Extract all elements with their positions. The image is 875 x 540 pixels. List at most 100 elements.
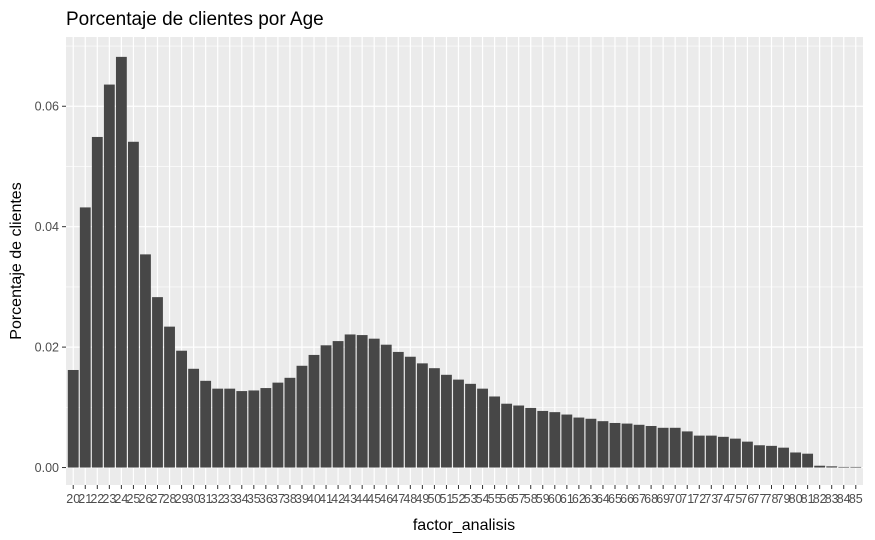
y-tick-label: 0.02 <box>35 341 59 355</box>
bar-55 <box>489 396 501 468</box>
x-tick-label: 54 <box>476 492 490 506</box>
bar-62 <box>573 417 585 468</box>
x-tick-label: 56 <box>500 492 514 506</box>
y-axis-title: Porcentaje de clientes <box>8 182 25 339</box>
bar-77 <box>754 445 765 468</box>
bar-54 <box>477 388 488 468</box>
x-tick-label: 53 <box>464 492 478 506</box>
y-axis: 0.00 0.02 0.04 0.06 <box>35 100 66 475</box>
bar-78 <box>766 445 777 468</box>
x-tick-label: 48 <box>403 492 417 506</box>
x-tick-label: 30 <box>187 492 201 506</box>
bar-84 <box>838 466 850 468</box>
bar-40 <box>308 354 320 468</box>
x-tick-label: 52 <box>452 492 466 506</box>
bar-73 <box>705 435 717 468</box>
x-tick-label: 82 <box>813 492 827 506</box>
bar-71 <box>681 431 693 468</box>
bar-31 <box>200 380 212 468</box>
bar-66 <box>621 423 633 468</box>
bar-50 <box>428 368 440 468</box>
bar-32 <box>212 388 224 468</box>
x-tick-label: 20 <box>66 492 80 506</box>
x-tick-label: 36 <box>259 492 273 506</box>
x-tick-label: 79 <box>777 492 791 506</box>
x-tick-label: 47 <box>391 492 405 506</box>
x-tick-label: 80 <box>789 492 803 506</box>
x-tick-label: 85 <box>849 492 863 506</box>
bar-65 <box>609 422 621 468</box>
x-tick-label: 64 <box>596 492 610 506</box>
bar-53 <box>465 383 476 468</box>
x-tick-label: 72 <box>692 492 706 506</box>
x-tick-label: 71 <box>680 492 694 506</box>
x-tick-label: 75 <box>728 492 742 506</box>
x-tick-label: 28 <box>163 492 177 506</box>
x-tick-label: 49 <box>415 492 429 506</box>
x-tick-label: 77 <box>753 492 767 506</box>
bar-44 <box>356 335 368 468</box>
x-tick-label: 23 <box>102 492 116 506</box>
x-tick-label: 21 <box>78 492 92 506</box>
bar-76 <box>742 441 753 468</box>
bar-36 <box>260 388 272 468</box>
x-tick-label: 58 <box>524 492 538 506</box>
x-tick-label: 38 <box>283 492 297 506</box>
x-tick-label: 51 <box>439 492 453 506</box>
x-tick-label: 32 <box>211 492 225 506</box>
bar-39 <box>296 365 308 468</box>
x-tick-label: 81 <box>801 492 815 506</box>
x-tick-label: 55 <box>488 492 502 506</box>
x-tick-label: 66 <box>620 492 634 506</box>
x-tick-label: 29 <box>175 492 189 506</box>
x-tick-label: 22 <box>90 492 104 506</box>
bar-45 <box>368 338 380 468</box>
x-tick-label: 57 <box>512 492 526 506</box>
bar-63 <box>585 418 597 468</box>
x-tick-label: 41 <box>319 492 333 506</box>
x-tick-label: 35 <box>247 492 261 506</box>
bar-60 <box>549 412 561 468</box>
bar-51 <box>441 374 452 468</box>
bar-81 <box>802 453 814 468</box>
bar-29 <box>176 350 187 468</box>
x-tick-label: 45 <box>367 492 381 506</box>
bar-37 <box>272 382 284 468</box>
bar-52 <box>453 379 464 468</box>
bar-25 <box>128 141 139 468</box>
x-tick-label: 65 <box>608 492 622 506</box>
x-tick-label: 78 <box>765 492 779 506</box>
x-tick-label: 76 <box>740 492 754 506</box>
x-tick-label: 84 <box>837 492 851 506</box>
bar-21 <box>79 207 91 468</box>
bar-83 <box>826 466 838 468</box>
bar-70 <box>669 427 681 468</box>
x-tick-label: 39 <box>295 492 309 506</box>
x-tick-label: 61 <box>560 492 574 506</box>
bar-82 <box>814 465 826 468</box>
x-tick-label: 34 <box>235 492 249 506</box>
bar-24 <box>115 56 127 468</box>
bar-72 <box>693 435 705 468</box>
x-tick-label: 74 <box>716 492 730 506</box>
bar-22 <box>91 136 103 468</box>
x-axis-title: factor_analisis <box>413 517 515 534</box>
bar-41 <box>320 345 332 468</box>
bar-43 <box>344 334 356 468</box>
y-tick-label: 0.04 <box>35 220 59 234</box>
bar-74 <box>717 436 729 468</box>
bar-79 <box>778 447 789 468</box>
bar-48 <box>404 356 416 468</box>
x-tick-label: 59 <box>536 492 550 506</box>
x-tick-label: 37 <box>271 492 285 506</box>
bar-27 <box>152 297 163 468</box>
x-tick-label: 27 <box>151 492 165 506</box>
bar-56 <box>501 403 513 468</box>
bar-61 <box>561 414 573 468</box>
bar-59 <box>537 410 549 468</box>
bar-28 <box>164 326 175 468</box>
bar-20 <box>67 369 79 468</box>
x-tick-label: 69 <box>656 492 670 506</box>
x-tick-label: 83 <box>825 492 839 506</box>
